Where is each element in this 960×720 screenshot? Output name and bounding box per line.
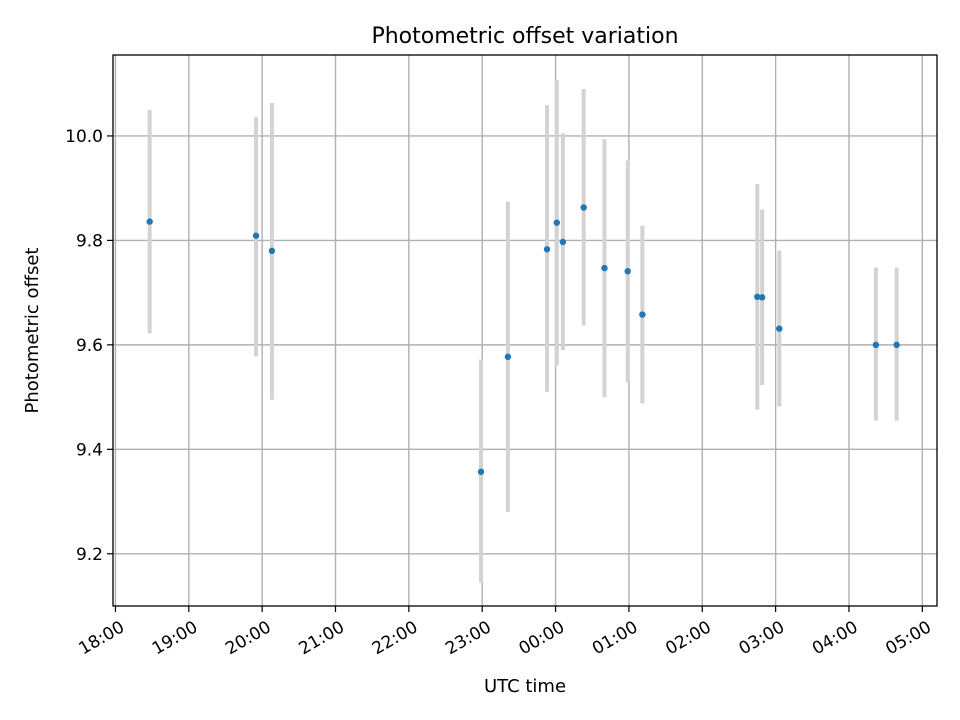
data-point — [268, 247, 276, 255]
y-tick-label: 10.0 — [65, 127, 103, 147]
data-point — [754, 293, 761, 301]
data-points — [146, 204, 900, 475]
grid — [113, 55, 937, 606]
y-tick-label: 9.8 — [76, 231, 103, 251]
data-point — [893, 341, 900, 349]
x-tick-label: 20:00 — [222, 617, 274, 659]
data-point — [252, 232, 260, 239]
data-point — [580, 204, 587, 211]
data-point — [624, 268, 631, 275]
data-point — [477, 468, 485, 475]
data-point — [601, 264, 608, 272]
plot-frame — [112, 54, 938, 607]
axis-ticks: 18:00 19:00 20:00 21:00 22:00 23:00 00:00 01:00… — [65, 127, 935, 659]
y-tick-label: 9.6 — [76, 336, 103, 356]
x-tick-label: 22:00 — [369, 617, 421, 659]
data-point — [758, 294, 766, 301]
y-axis-label: Photometric offset — [22, 248, 43, 414]
x-tick-label: 04:00 — [809, 617, 861, 659]
chart-title: Photometric offset variation — [371, 24, 678, 49]
y-tick-label: 9.4 — [76, 440, 103, 460]
x-tick-label: 05:00 — [882, 617, 934, 659]
x-tick-label: 23:00 — [442, 617, 494, 659]
data-point — [146, 218, 153, 225]
data-point — [776, 325, 783, 332]
x-tick-label: 21:00 — [296, 617, 348, 659]
data-point — [639, 311, 646, 318]
x-tick-label: 02:00 — [662, 617, 714, 659]
y-tick-label: 9.2 — [76, 545, 103, 565]
data-point — [559, 238, 567, 246]
x-tick-label: 03:00 — [736, 617, 788, 659]
x-axis-label: UTC time — [484, 676, 566, 697]
x-tick-label: 00:00 — [516, 617, 568, 659]
data-point — [543, 246, 551, 253]
x-tick-label: 18:00 — [76, 617, 128, 659]
x-tick-label: 01:00 — [589, 617, 641, 659]
data-point — [872, 341, 880, 349]
x-tick-label: 19:00 — [149, 617, 201, 659]
data-point — [553, 219, 560, 226]
data-point — [504, 353, 512, 361]
